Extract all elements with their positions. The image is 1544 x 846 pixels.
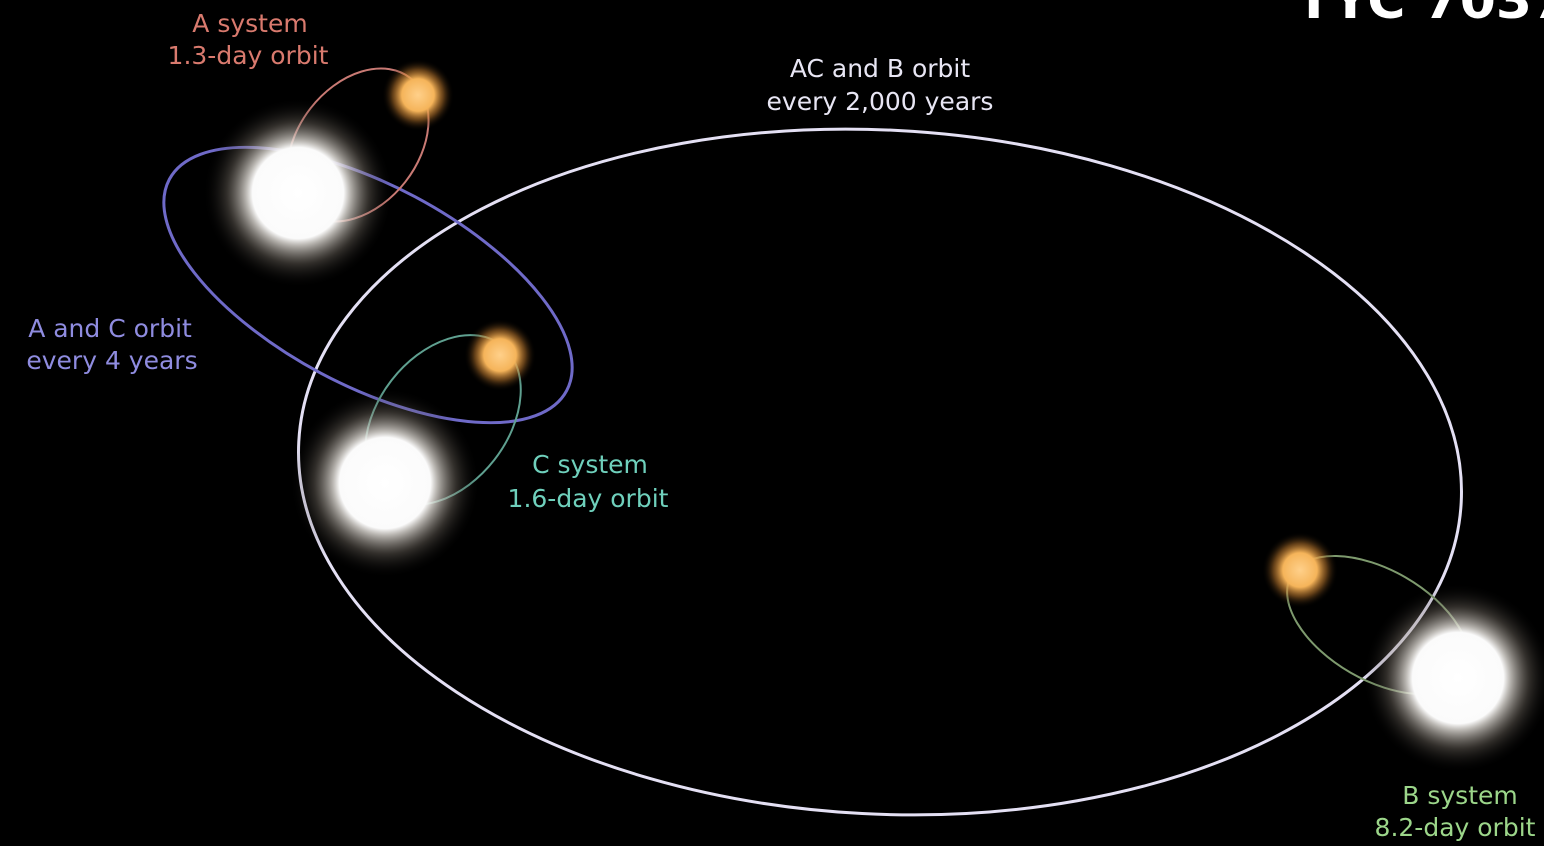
star-c-primary bbox=[290, 388, 480, 578]
star-a-primary bbox=[203, 98, 393, 288]
label: C system bbox=[532, 450, 648, 479]
label: B system bbox=[1402, 781, 1517, 810]
label: every 2,000 years bbox=[767, 87, 994, 116]
title: TYC 7037-8 bbox=[1296, 0, 1544, 31]
label: A system bbox=[192, 9, 307, 38]
star-c-secondary bbox=[464, 319, 536, 391]
label: 1.3-day orbit bbox=[168, 41, 329, 70]
label: AC and B orbit bbox=[790, 54, 971, 83]
label: every 4 years bbox=[26, 346, 197, 375]
label: A and C orbit bbox=[28, 314, 192, 343]
star-a-secondary bbox=[382, 59, 454, 131]
label: 1.6-day orbit bbox=[508, 484, 669, 513]
star-b-secondary bbox=[1262, 532, 1338, 608]
diagram: TYC 7037-8 A system 1.3-day orbit AC and… bbox=[0, 0, 1544, 846]
label: 8.2-day orbit bbox=[1375, 813, 1536, 842]
